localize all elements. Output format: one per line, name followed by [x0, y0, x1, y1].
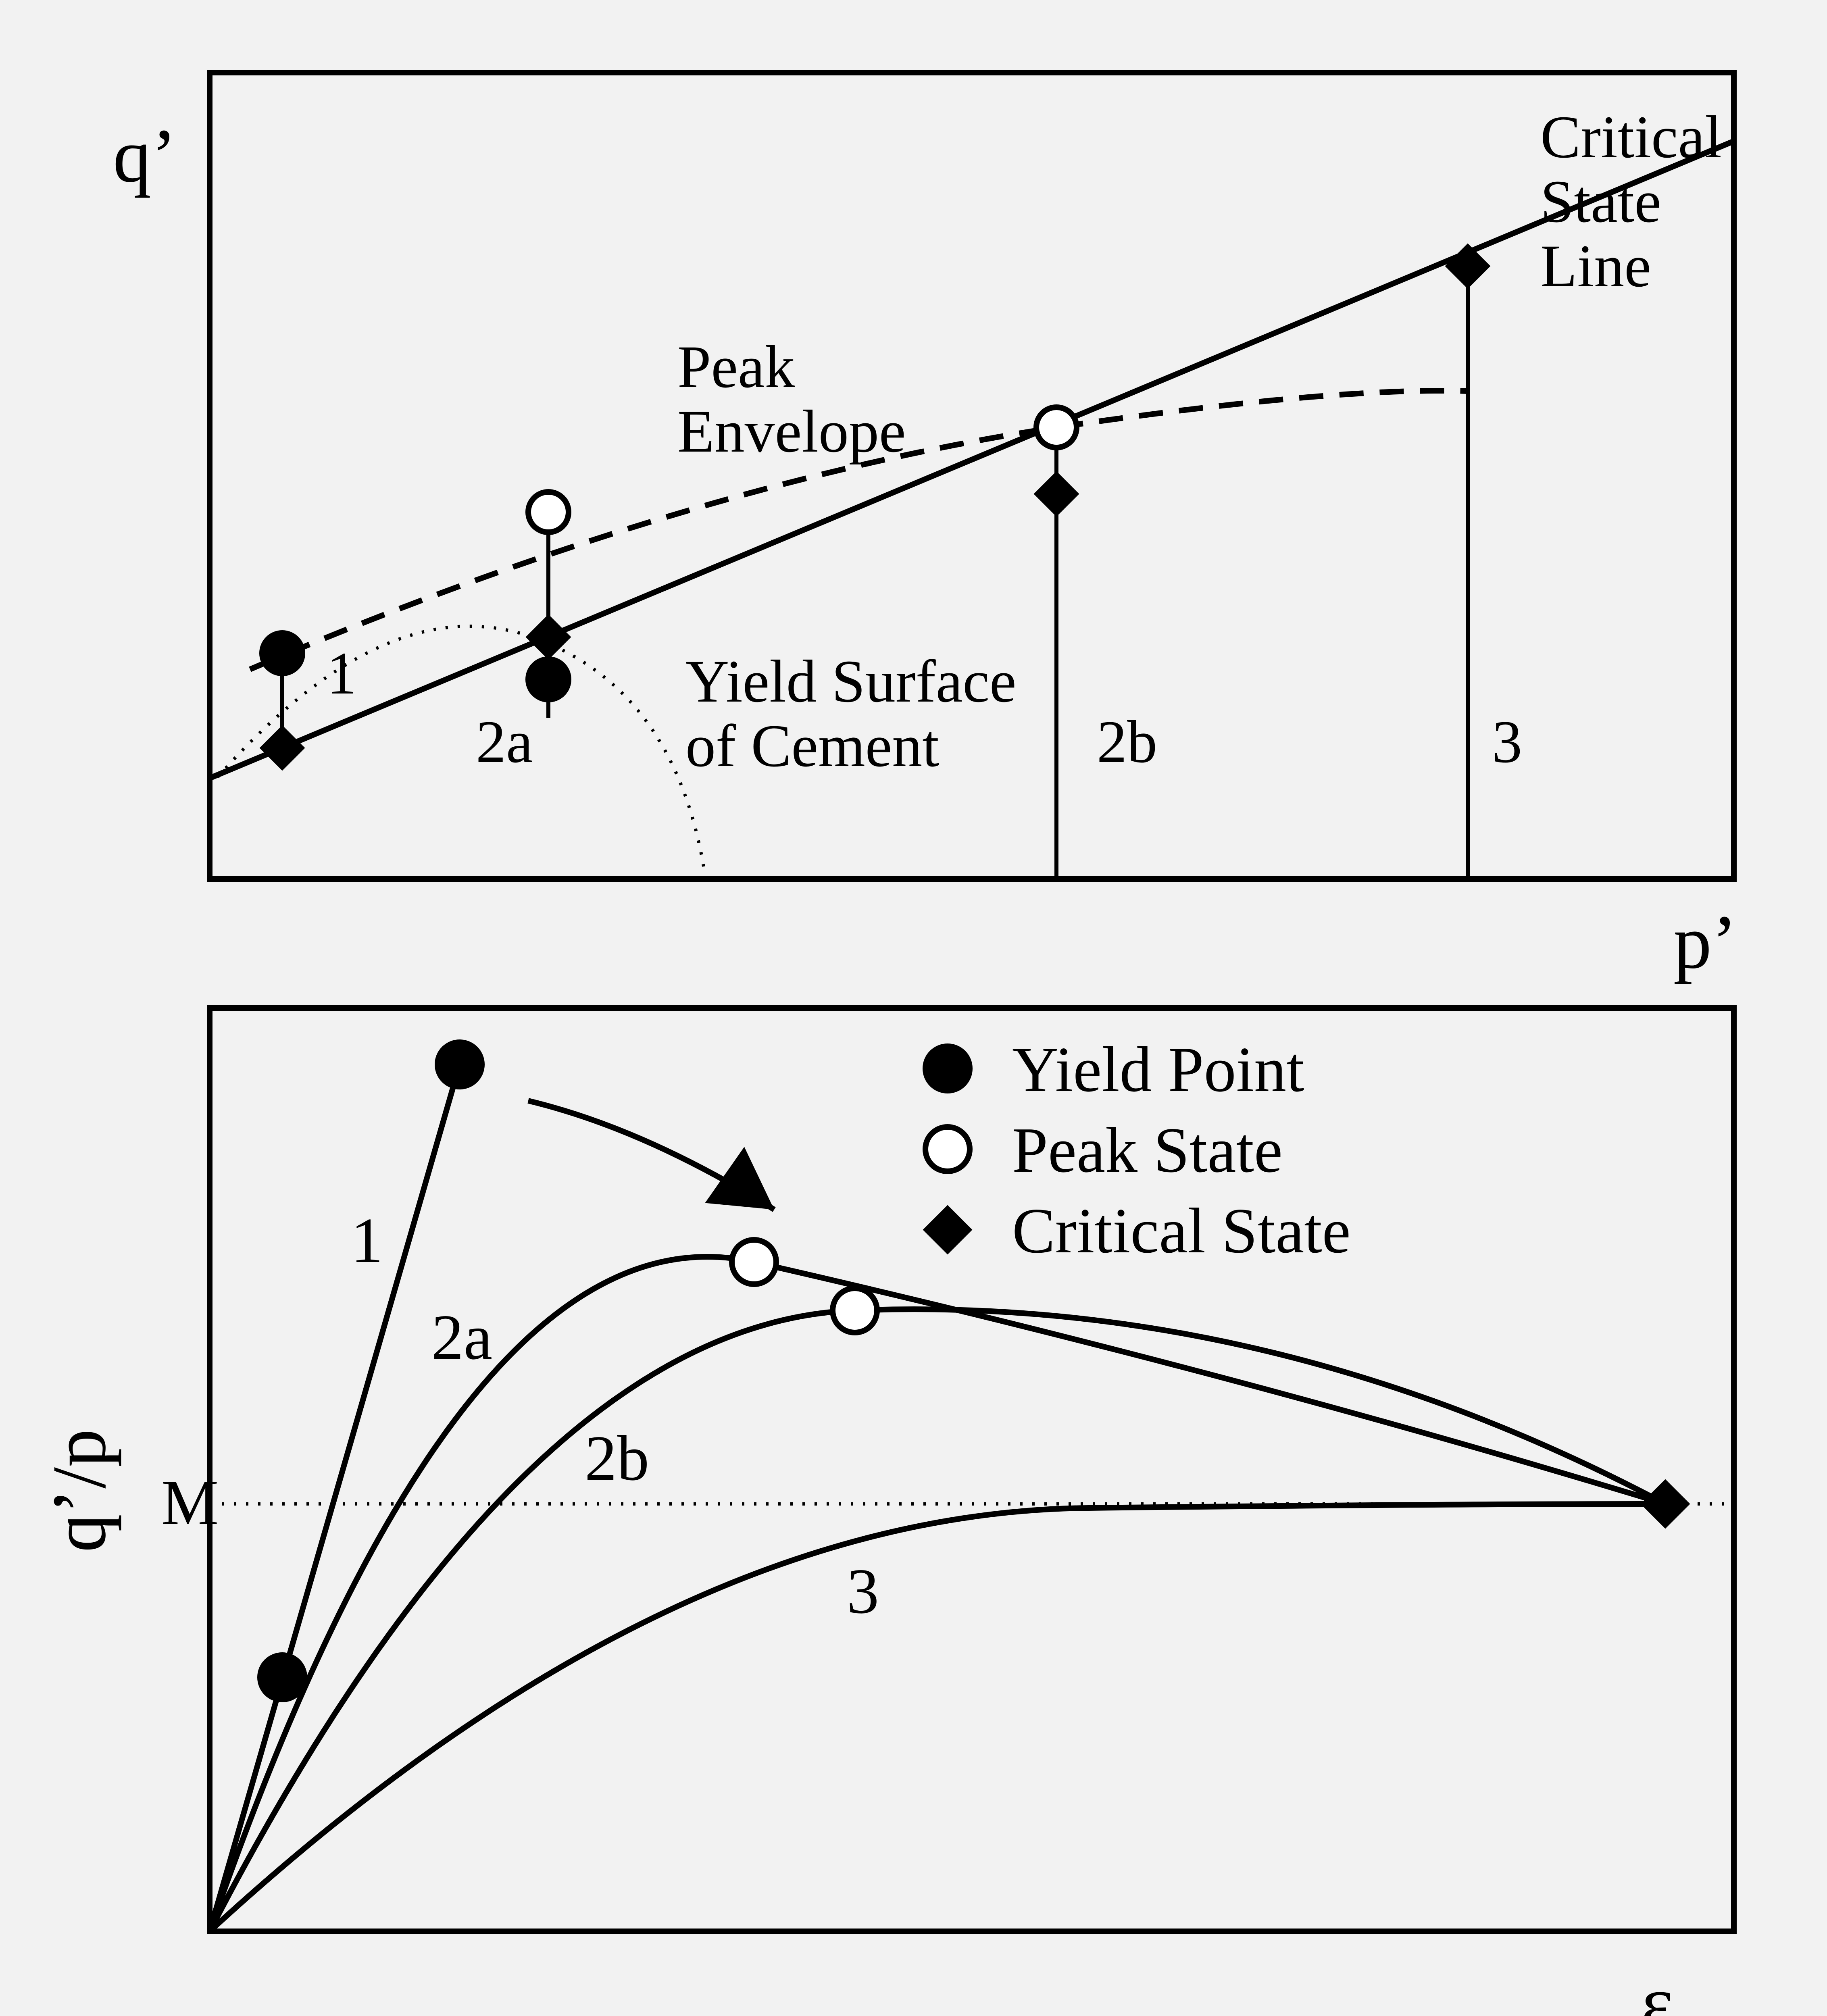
m-label: M	[161, 1466, 219, 1538]
curve-2b	[210, 1309, 1665, 1931]
x-axis-label-top: p’	[1673, 900, 1737, 985]
curve-3	[210, 1504, 1665, 1931]
point-label: 2a	[476, 708, 533, 775]
curve-2a	[210, 1257, 1665, 1931]
y-axis-label-bottom: q’/p	[37, 1429, 122, 1552]
curve-1	[210, 1064, 460, 1931]
curve-label: 2a	[431, 1301, 492, 1373]
yield-surface-label: Yield Surface	[685, 648, 1017, 715]
peak-envelope-label: Envelope	[677, 398, 906, 465]
curve-label: 2b	[585, 1422, 649, 1494]
y-axis-label-top: q’	[113, 114, 177, 198]
curve-label: 1	[351, 1204, 383, 1276]
x-axis-label-sub: a	[1679, 2002, 1703, 2016]
point-label: 2b	[1097, 708, 1157, 775]
critical-state-line-label: Line	[1540, 233, 1651, 300]
legend-label: Critical State	[1012, 1195, 1351, 1266]
x-axis-label-bottom: ε	[1641, 1960, 1673, 2016]
point-label: 1	[327, 640, 357, 707]
critical-state-line-label: State	[1540, 168, 1661, 235]
legend-label: Yield Point	[1012, 1033, 1304, 1105]
critical-state-line-label: Critical	[1540, 104, 1722, 171]
point-label: 3	[1492, 708, 1522, 775]
peak-envelope-label: Peak	[677, 333, 795, 400]
legend-label: Peak State	[1012, 1114, 1283, 1186]
yield-surface-label: of Cement	[685, 712, 939, 779]
curve-label: 3	[847, 1555, 879, 1627]
